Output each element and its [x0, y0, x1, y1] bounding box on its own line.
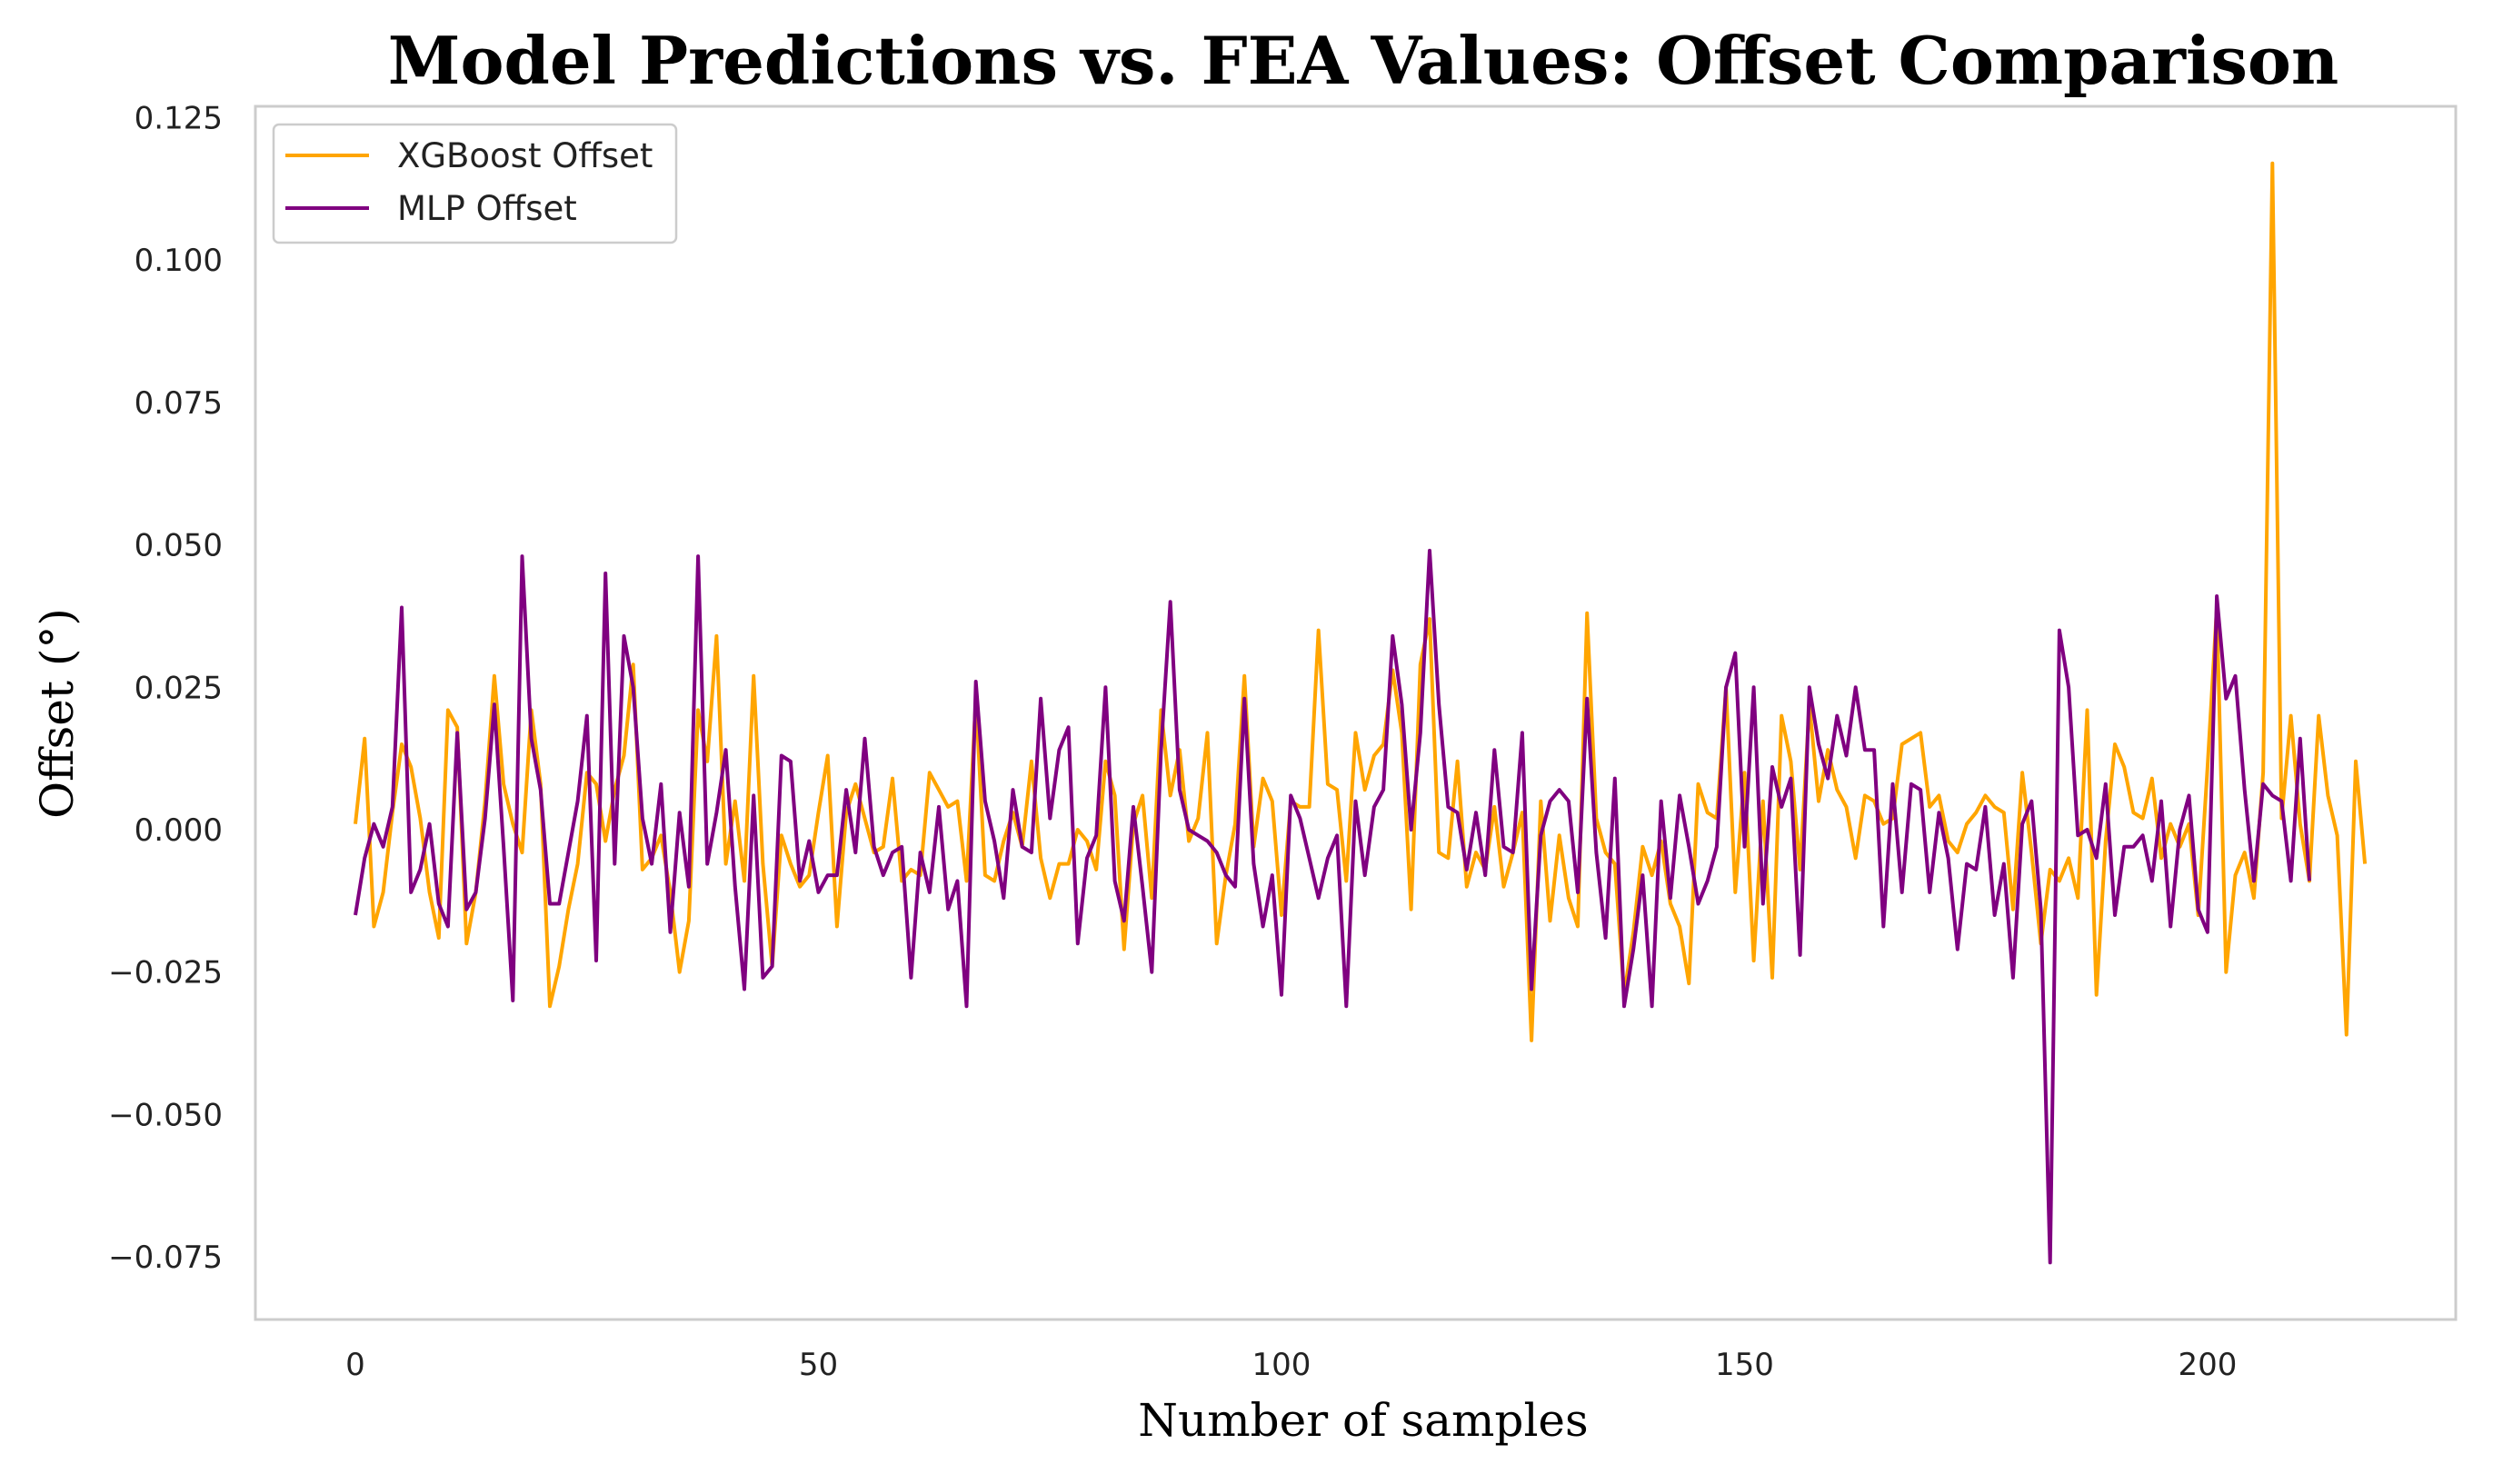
y-tick-label: 0.100: [135, 243, 223, 279]
x-axis-label: Number of samples: [1138, 1394, 1588, 1447]
chart-title: Model Predictions vs. FEA Values: Offset…: [388, 22, 2339, 99]
y-tick-label: −0.075: [108, 1240, 223, 1276]
x-axis-ticks: 0 50 100 150 200: [345, 1347, 2237, 1383]
legend-label-xgboost: XGBoost Offset: [397, 136, 653, 175]
y-axis-label: Offset (°): [31, 608, 84, 819]
legend: XGBoost Offset MLP Offset: [272, 123, 678, 244]
mlp-offset-line: [354, 548, 2311, 1265]
y-axis-ticks: −0.075 −0.050 −0.025 0.000 0.025 0.050 0.075 0.…: [108, 101, 223, 1277]
y-tick-label: 0.000: [135, 812, 223, 849]
x-tick-label: 200: [2178, 1347, 2237, 1383]
y-tick-label: −0.050: [108, 1097, 223, 1133]
y-tick-label: 0.025: [135, 670, 223, 706]
series-layer: [354, 161, 2368, 1265]
y-tick-label: 0.050: [135, 528, 223, 564]
y-tick-label: 0.125: [135, 101, 223, 137]
plot-frame: [254, 105, 2458, 1321]
legend-box: [272, 123, 678, 244]
x-tick-label: 0: [345, 1347, 365, 1383]
legend-label-mlp: MLP Offset: [397, 189, 577, 228]
y-tick-label: −0.025: [108, 955, 223, 991]
x-tick-label: 100: [1252, 1347, 1311, 1383]
x-tick-label: 150: [1715, 1347, 1774, 1383]
y-tick-label: 0.075: [135, 385, 223, 422]
x-tick-label: 50: [799, 1347, 838, 1383]
xgboost-offset-line: [354, 161, 2368, 1042]
